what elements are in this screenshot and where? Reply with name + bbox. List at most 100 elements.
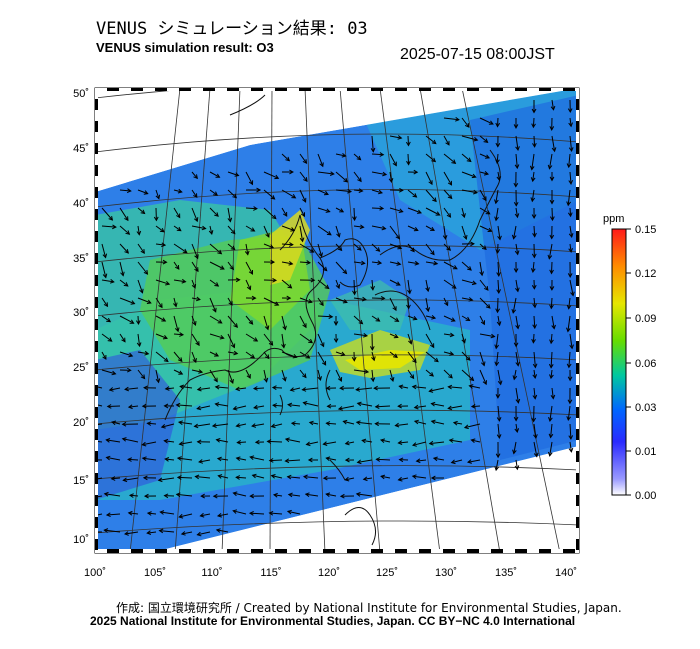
wind-arrow-head xyxy=(397,135,403,140)
wind-arrow-head xyxy=(102,273,108,279)
wind-arrow-head xyxy=(127,457,133,462)
wind-arrow xyxy=(551,135,556,152)
frame-segment xyxy=(527,88,539,91)
wind-arrow xyxy=(195,476,211,479)
wind-arrow-head xyxy=(532,363,538,369)
frame-segment xyxy=(95,484,98,495)
wind-arrow xyxy=(461,369,474,381)
wind-arrow xyxy=(425,243,435,255)
wind-arrow-head xyxy=(450,317,456,322)
lon-label: 105˚ xyxy=(144,567,166,579)
wind-arrow-head xyxy=(549,269,554,275)
wind-arrow xyxy=(568,297,571,309)
wind-arrow-head xyxy=(103,302,109,308)
wind-arrow-head xyxy=(566,304,572,310)
wind-arrow-head xyxy=(375,317,381,322)
frame-segment xyxy=(311,549,323,553)
frame-segment xyxy=(203,88,215,91)
wind-arrow xyxy=(197,405,211,410)
frame-segment xyxy=(95,385,98,396)
wind-arrow xyxy=(425,369,434,377)
wind-arrow xyxy=(227,351,238,355)
colorbar-tick: 0.01 xyxy=(635,446,656,458)
wind-arrow xyxy=(512,297,517,313)
wind-arrow-head xyxy=(568,248,573,254)
wind-arrow xyxy=(425,315,436,319)
wind-arrow xyxy=(497,117,499,127)
wind-arrow xyxy=(209,189,218,196)
wind-arrow-head xyxy=(412,315,418,321)
wind-arrow xyxy=(250,456,265,461)
wind-arrow-head xyxy=(178,513,184,519)
wind-arrow-head xyxy=(567,399,573,405)
wind-arrow xyxy=(285,438,301,443)
wind-arrow xyxy=(551,207,553,221)
wind-arrow-head xyxy=(141,456,147,462)
colorbar-tick: 0.03 xyxy=(635,402,656,414)
wind-arrow xyxy=(414,405,427,409)
wind-arrow-head xyxy=(413,419,419,425)
wind-arrow-head xyxy=(193,217,199,223)
wind-arrow xyxy=(245,351,255,359)
wind-arrow xyxy=(533,135,536,147)
wind-arrow xyxy=(495,189,499,204)
frame-segment xyxy=(455,549,467,553)
lat-label: 25˚ xyxy=(73,362,89,374)
wind-arrow-head xyxy=(303,177,308,183)
wind-arrow xyxy=(461,279,477,285)
wind-arrow-head xyxy=(153,216,159,222)
wind-arrow xyxy=(119,261,124,276)
lat-label: 15˚ xyxy=(73,475,89,487)
wind-arrow-head xyxy=(143,385,148,391)
wind-arrow xyxy=(179,441,193,445)
frame-segment xyxy=(431,549,443,553)
wind-arrow xyxy=(461,351,471,361)
wind-arrow xyxy=(191,279,196,289)
wind-arrow-head xyxy=(470,241,475,247)
wind-arrow-head xyxy=(344,476,350,482)
wind-arrow xyxy=(479,261,483,276)
wind-arrow xyxy=(443,189,453,199)
frame-segment xyxy=(479,88,491,91)
wind-arrow xyxy=(209,279,219,287)
wind-arrow-head xyxy=(106,404,112,409)
wind-arrow-head xyxy=(302,474,308,480)
wind-arrow xyxy=(299,171,308,182)
wind-arrow xyxy=(291,422,301,425)
wind-arrow-head xyxy=(248,319,254,325)
wind-arrow xyxy=(227,243,236,250)
wind-arrow xyxy=(568,153,571,168)
wind-arrow xyxy=(357,459,373,463)
wind-arrow xyxy=(147,512,157,515)
wind-arrow-head xyxy=(250,227,256,232)
frame-segment xyxy=(576,517,579,528)
wind-arrow xyxy=(233,510,247,515)
wind-arrow-head xyxy=(319,162,324,168)
wind-arrow-head xyxy=(548,363,554,369)
wind-arrow-head xyxy=(414,260,420,266)
wind-arrow xyxy=(531,189,535,202)
wind-arrow-head xyxy=(371,356,376,362)
wind-arrow xyxy=(269,512,283,515)
wind-arrow-head xyxy=(495,159,500,165)
wind-arrow-head xyxy=(352,216,357,222)
wind-arrow-head xyxy=(411,442,417,447)
wind-arrow-head xyxy=(409,374,415,380)
wind-arrow xyxy=(533,315,536,329)
wind-arrow xyxy=(245,171,253,185)
wind-arrow-head xyxy=(193,193,198,199)
frame-segment xyxy=(95,220,98,231)
wind-arrow xyxy=(212,423,229,427)
wind-arrow xyxy=(532,117,535,128)
wind-arrow xyxy=(165,458,175,461)
wind-arrow-head xyxy=(530,197,536,203)
wind-arrow xyxy=(245,315,253,325)
wind-arrow xyxy=(271,423,283,428)
wind-arrow-head xyxy=(194,267,199,273)
frame-segment xyxy=(576,297,579,308)
wind-arrow-head xyxy=(532,303,537,309)
wind-arrow xyxy=(425,333,435,348)
wind-arrow xyxy=(119,351,133,357)
wind-arrow xyxy=(137,207,145,214)
wind-arrow-head xyxy=(111,224,117,230)
